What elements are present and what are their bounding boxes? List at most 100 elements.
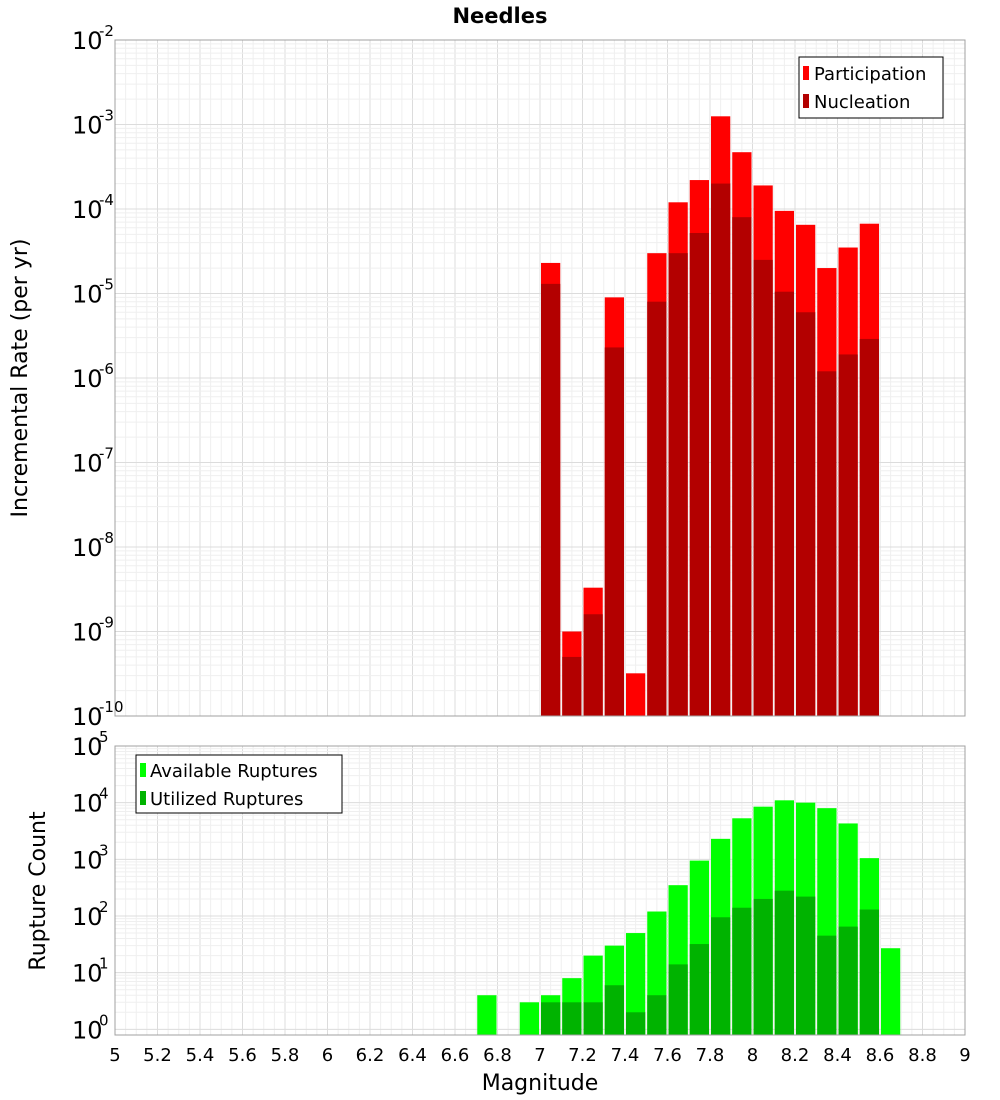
y-tick-exponent: -8 [99,529,114,547]
utilized-ruptures-bar [647,995,667,1035]
y-tick-label: 10 [72,27,103,55]
nucleation-bar [604,347,624,716]
x-tick-label: 8.2 [781,1045,810,1066]
x-tick-label: 6.6 [441,1045,470,1066]
x-tick-label: 5.4 [186,1045,215,1066]
available-ruptures-bar [477,995,497,1035]
utilized-legend-label: Utilized Ruptures [150,789,303,810]
y-tick-label: 10 [72,846,103,874]
utilized-ruptures-bar [732,907,752,1035]
available-ruptures-bar [519,1002,539,1035]
x-tick-label: 9 [959,1045,970,1066]
utilized-ruptures-bar [753,898,773,1035]
count-y-axis-label: Rupture Count [26,811,51,971]
x-tick-label: 7 [534,1045,545,1066]
rate-plot-frame [114,39,966,717]
rate-y-tick-labels: 10-210-310-410-510-610-710-810-910-10 [72,22,124,731]
y-tick-exponent: -3 [99,107,114,125]
utilized-ruptures-bar [774,890,794,1035]
available-ruptures-bar [626,933,646,1035]
x-tick-label: 7.2 [568,1045,597,1066]
y-tick-exponent: 0 [99,1011,109,1029]
nucleation-bar [753,259,773,716]
nucleation-bar [711,183,731,716]
x-tick-label: 8 [747,1045,758,1066]
x-tick-label: 6 [322,1045,333,1066]
x-tick-label: 8.8 [908,1045,937,1066]
utilized-ruptures-bar [689,944,709,1035]
utilized-ruptures-bar [541,1002,561,1035]
utilized-ruptures-bar [668,964,688,1035]
x-tick-label: 7.6 [653,1045,682,1066]
count-legend: Available Ruptures Utilized Ruptures [135,754,343,814]
y-tick-label: 10 [72,450,103,478]
x-tick-label: 5 [109,1045,120,1066]
y-tick-label: 10 [72,619,103,647]
participation-bar [626,673,646,716]
nucleation-bar [732,217,752,716]
utilized-ruptures-bar [562,1002,582,1035]
utilized-ruptures-bar [859,909,879,1035]
x-tick-label: 7.4 [611,1045,640,1066]
y-tick-label: 10 [72,703,103,731]
utilized-ruptures-bar [583,1002,603,1035]
y-tick-label: 10 [72,790,103,818]
y-tick-exponent: -5 [99,276,114,294]
y-tick-exponent: -6 [99,360,114,378]
x-tick-label: 6.4 [398,1045,427,1066]
y-tick-exponent: 3 [99,841,109,859]
y-tick-exponent: 4 [99,785,109,803]
x-tick-label: 6.2 [356,1045,385,1066]
utilized-ruptures-bar [838,926,858,1035]
nucleation-bar [859,338,879,716]
available-ruptures-bar [881,948,901,1035]
y-tick-label: 10 [72,112,103,140]
participation-legend-label: Participation [814,64,926,85]
count-bars [477,800,901,1035]
rate-bars [541,116,879,717]
count-plot-frame [114,745,966,1036]
chart-title: Needles [452,4,547,28]
y-tick-label: 10 [72,960,103,988]
rate-grid [114,39,966,717]
utilized-ruptures-bar [796,896,816,1035]
nucleation-bar [817,371,837,716]
count-grid [114,745,966,1035]
available-legend-swatch [140,763,146,777]
utilized-ruptures-bar [711,917,731,1035]
x-axis-label: Magnitude [482,1071,599,1096]
y-tick-exponent: -7 [99,445,114,463]
available-legend-label: Available Ruptures [150,761,318,782]
rate-panel: 10-210-310-410-510-610-710-810-910-10 In… [8,22,966,731]
y-tick-exponent: -9 [99,614,114,632]
y-tick-label: 10 [72,281,103,309]
utilized-ruptures-bar [817,935,837,1035]
y-tick-exponent: 1 [99,955,109,973]
nucleation-bar [689,232,709,716]
nucleation-bar [541,283,561,716]
rate-legend-box [798,56,944,119]
x-tick-label: 5.8 [271,1045,300,1066]
nucleation-bar [774,291,794,716]
nucleation-legend-label: Nucleation [814,92,910,113]
y-tick-label: 10 [72,903,103,931]
y-tick-exponent: -10 [99,698,124,716]
nucleation-bar [647,301,667,716]
y-tick-label: 10 [72,534,103,562]
y-tick-exponent: -2 [99,22,114,40]
nucleation-bar [562,656,582,716]
x-tick-labels: 5 5.2 5.4 5.6 5.8 6 6.2 6.4 6.6 6.8 7 7.2 7.4 7.6 7.8 8… [109,1045,970,1066]
x-tick-label: 8.6 [866,1045,895,1066]
nucleation-bar [796,312,816,716]
x-tick-label: 6.8 [483,1045,512,1066]
y-tick-exponent: -4 [99,191,114,209]
y-tick-exponent: 2 [99,898,109,916]
x-tick-label: 5.2 [143,1045,172,1066]
participation-legend-swatch [803,66,809,80]
utilized-ruptures-bar [626,1012,646,1035]
utilized-ruptures-bar [604,985,624,1035]
x-tick-label: 7.8 [696,1045,725,1066]
